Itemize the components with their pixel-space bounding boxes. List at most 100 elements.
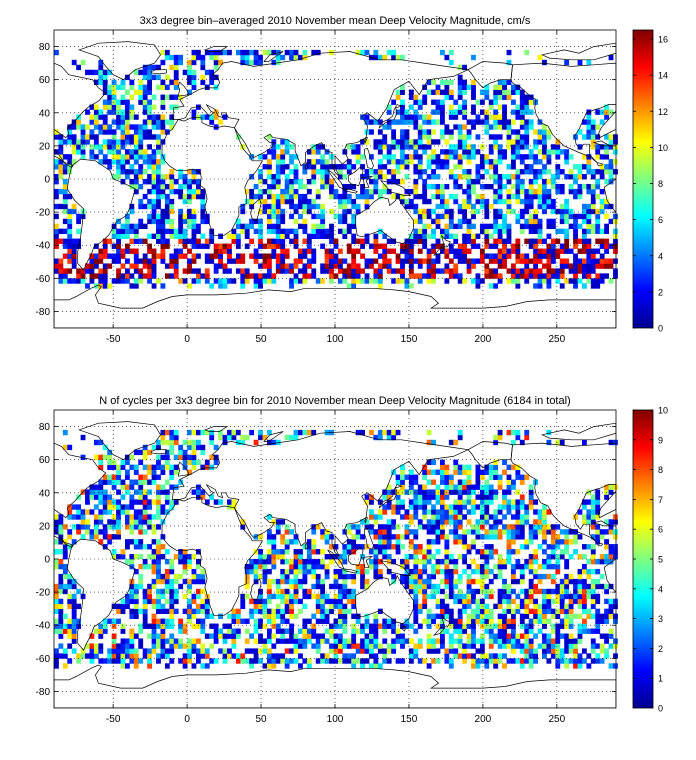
heatmap-cell: [160, 233, 166, 239]
heatmap-cell: [484, 124, 490, 130]
heatmap-cell: [275, 529, 281, 535]
heatmap-cell: [444, 203, 450, 210]
heatmap-cell: [293, 273, 299, 279]
heatmap-cell: [142, 598, 148, 605]
heatmap-cell: [546, 149, 552, 155]
heatmap-cell: [537, 519, 543, 525]
heatmap-cell: [524, 198, 530, 205]
heatmap-cell: [537, 588, 543, 595]
heatmap-cell: [395, 544, 401, 550]
heatmap-cell: [599, 119, 605, 125]
heatmap-cell: [431, 514, 436, 520]
heatmap-cell: [524, 539, 530, 545]
heatmap-cell: [293, 568, 299, 575]
heatmap-cell: [200, 193, 206, 200]
heatmap-cell: [488, 283, 494, 289]
heatmap-cell: [111, 253, 117, 259]
heatmap-cell: [488, 203, 494, 210]
heatmap-cell: [488, 554, 494, 560]
heatmap-cell: [386, 499, 392, 505]
heatmap-cell: [116, 603, 121, 610]
heatmap-cell: [298, 583, 303, 590]
heatmap-cell: [138, 99, 144, 105]
heatmap-cell: [408, 479, 414, 485]
heatmap-cell: [533, 179, 539, 185]
heatmap-cell: [58, 258, 64, 264]
heatmap-cell: [280, 248, 286, 254]
heatmap-cell: [613, 243, 618, 249]
heatmap-cell: [262, 49, 268, 56]
heatmap-cell: [213, 248, 219, 254]
heatmap-cell: [599, 198, 605, 205]
heatmap-cell: [142, 99, 148, 105]
heatmap-cell: [373, 623, 379, 629]
heatmap-cell: [426, 263, 432, 269]
heatmap-cell: [497, 144, 503, 150]
velocity-map-panel: 3x3 degree bin–averaged 2010 November me…: [36, 15, 668, 345]
heatmap-cell: [346, 248, 352, 254]
heatmap-cell: [613, 273, 618, 279]
heatmap-cell: [80, 268, 86, 274]
heatmap-cell: [320, 588, 326, 595]
heatmap-cell: [493, 258, 499, 264]
heatmap-cell: [160, 648, 166, 654]
heatmap-cell: [249, 559, 255, 565]
heatmap-cell: [173, 59, 179, 66]
heatmap-cell: [342, 593, 348, 600]
heatmap-cell: [124, 169, 130, 175]
heatmap-cell: [444, 563, 450, 570]
heatmap-cell: [400, 114, 405, 120]
heatmap-cell: [138, 519, 144, 525]
heatmap-cell: [581, 228, 587, 235]
heatmap-cell: [360, 638, 365, 644]
heatmap-cell: [200, 54, 206, 61]
heatmap-cell: [528, 124, 534, 130]
heatmap-cell: [448, 59, 454, 66]
heatmap-cell: [360, 628, 365, 634]
heatmap-cell: [195, 593, 201, 600]
heatmap-cell: [426, 144, 432, 150]
heatmap-cell: [169, 559, 175, 565]
heatmap-cell: [475, 119, 481, 125]
heatmap-cell: [506, 479, 512, 485]
heatmap-cell: [102, 238, 108, 244]
heatmap-cell: [280, 164, 286, 170]
heatmap-cell: [510, 439, 516, 446]
heatmap-cell: [431, 643, 436, 649]
heatmap-cell: [595, 213, 601, 220]
heatmap-cell: [147, 273, 153, 279]
heatmap-cell: [80, 149, 86, 155]
heatmap-cell: [306, 563, 312, 570]
heatmap-cell: [484, 159, 490, 165]
heatmap-cell: [413, 643, 419, 649]
heatmap-cell: [564, 149, 570, 155]
heatmap-cell: [426, 134, 432, 140]
heatmap-cell: [444, 129, 450, 135]
heatmap-cell: [160, 504, 166, 510]
heatmap-cell: [435, 139, 441, 145]
heatmap-cell: [102, 628, 108, 634]
heatmap-cell: [191, 568, 197, 575]
heatmap-cell: [151, 563, 157, 570]
heatmap-cell: [102, 524, 108, 530]
heatmap-cell: [293, 633, 299, 639]
heatmap-cell: [156, 603, 161, 610]
heatmap-cell: [528, 223, 534, 230]
heatmap-cell: [497, 534, 503, 540]
heatmap-cell: [191, 213, 197, 220]
heatmap-cell: [506, 429, 512, 436]
heatmap-cell: [138, 643, 144, 649]
heatmap-cell: [604, 169, 610, 175]
heatmap-cell: [519, 663, 525, 669]
heatmap-cell: [156, 563, 161, 570]
heatmap-cell: [218, 278, 223, 284]
heatmap-cell: [262, 278, 268, 284]
heatmap-cell: [608, 139, 614, 145]
heatmap-cell: [195, 268, 201, 274]
heatmap-cell: [537, 573, 543, 580]
heatmap-cell: [231, 643, 237, 649]
heatmap-cell: [404, 243, 410, 249]
heatmap-cell: [519, 504, 525, 510]
heatmap-cell: [164, 578, 170, 585]
heatmap-cell: [577, 164, 583, 170]
